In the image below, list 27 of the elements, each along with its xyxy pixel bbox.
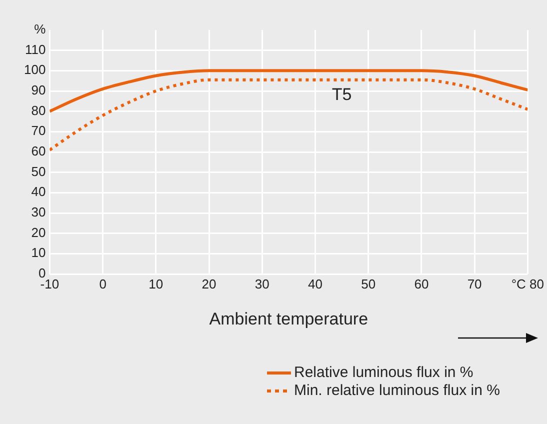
y-tick-label: 10: [31, 245, 46, 260]
x-tick-label: 30: [254, 276, 270, 292]
legend-label: Min. relative luminous flux in %: [294, 382, 500, 400]
x-tick-label: 50: [361, 276, 376, 292]
y-tick-label: 20: [31, 224, 46, 240]
annotation: T5: [332, 84, 352, 104]
y-tick-label: 30: [31, 204, 46, 220]
y-tick-label: 60: [31, 144, 46, 159]
y-tick-label: 70: [31, 123, 46, 138]
x-tick-label: 0: [99, 276, 106, 292]
legend-label: Relative luminous flux in %: [294, 364, 474, 382]
x-axis-title: Ambient temperature: [209, 309, 368, 328]
y-tick-label: 40: [31, 184, 46, 200]
line-series: [50, 69, 528, 113]
y-tick-label: 50: [31, 164, 46, 179]
x-tick-label: 10: [148, 276, 164, 292]
x-tick-label: 70: [467, 276, 482, 292]
y-tick-label: 90: [31, 82, 46, 98]
x-tick-label: 20: [202, 276, 216, 292]
x-tick-label: 60: [414, 276, 429, 292]
x-tick-label: °C 80: [511, 276, 544, 292]
y-tick-label: 110: [24, 42, 46, 57]
x-tick-label: 40: [308, 276, 322, 292]
y-tick-label: 80: [31, 102, 46, 118]
y-tick-label: 100: [24, 62, 46, 78]
y-tick-label: %: [34, 22, 46, 37]
line-series: [50, 78, 528, 152]
